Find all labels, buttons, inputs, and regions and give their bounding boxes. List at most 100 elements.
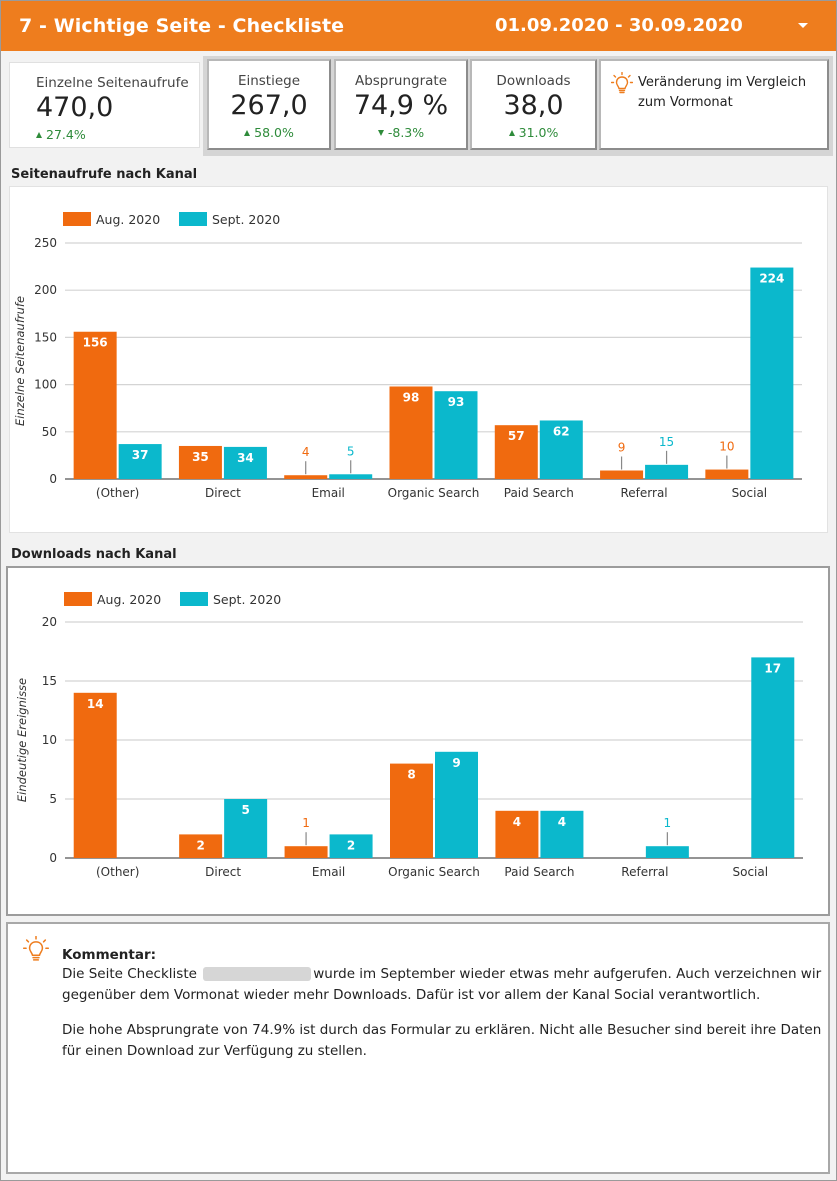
y-tick-label: 150 (34, 330, 57, 344)
data-label: 14 (87, 697, 104, 711)
data-label: 5 (241, 803, 249, 817)
data-label: 156 (83, 336, 108, 350)
x-tick-label: Organic Search (388, 865, 480, 879)
comment-paragraph-2: Die hohe Absprungrate von 74.9% ist durc… (62, 1022, 822, 1059)
bar (223, 446, 267, 479)
arrow-down-icon (377, 129, 384, 136)
y-tick-label: 15 (42, 674, 57, 688)
kpi-change-value: 58.0% (254, 125, 294, 140)
kpi-label: Einzelne Seitenaufrufe (36, 75, 189, 91)
kpi-change-value: -8.3% (387, 125, 425, 140)
data-label: 10 (719, 440, 734, 454)
bar (329, 834, 373, 858)
lightbulb-icon (611, 72, 633, 94)
data-label: 8 (407, 768, 415, 782)
data-label: 62 (553, 424, 570, 438)
bar (434, 391, 478, 479)
legend-label: Sept. 2020 (212, 212, 280, 227)
kpi-value: 74,9 % (353, 90, 449, 121)
y-tick-label: 0 (49, 851, 57, 865)
data-label: 4 (558, 815, 566, 829)
y-tick-label: 250 (34, 236, 57, 250)
data-label: 5 (347, 444, 355, 458)
data-label: 9 (452, 756, 460, 770)
data-label: 224 (759, 272, 784, 286)
data-label: 37 (132, 448, 149, 462)
date-range[interactable]: 01.09.2020 - 30.09.2020 (495, 15, 743, 36)
data-label: 35 (192, 450, 209, 464)
x-tick-label: (Other) (96, 865, 139, 879)
comment-text: Die Seite Checkliste (62, 966, 197, 982)
kpi-value: 38,0 (503, 90, 564, 121)
bar (73, 331, 117, 479)
y-tick-label: 10 (42, 733, 57, 747)
kpi-card-downloads: Downloads 38,0 31.0% (470, 59, 597, 150)
arrow-up-icon (36, 131, 42, 138)
data-label: 2 (347, 838, 355, 852)
kpi-change-value: 31.0% (518, 125, 559, 140)
bar (179, 834, 223, 858)
y-axis-label: Einzelne Seitenaufrufe (13, 296, 27, 426)
data-label: 57 (508, 429, 525, 443)
date-range-dropdown-icon[interactable] (798, 23, 808, 28)
x-tick-label: Paid Search (504, 865, 574, 879)
bar (751, 657, 795, 858)
x-tick-label: Email (312, 486, 345, 500)
kpi-change-value: 27.4% (46, 127, 86, 142)
y-tick-label: 50 (42, 425, 57, 439)
y-tick-label: 200 (34, 283, 57, 297)
bar (178, 445, 222, 479)
arrow-up-icon (244, 129, 251, 136)
bar (705, 469, 749, 479)
data-label: 1 (302, 816, 310, 830)
x-tick-label: Social (732, 486, 768, 500)
chart-panel-pageviews: Aug. 2020 Sept. 2020 0 50 100 150 200 250 Einzel… (9, 186, 828, 533)
kpi-card-pageviews: Einzelne Seitenaufrufe 470,0 27.4% (10, 63, 199, 147)
bar (390, 763, 433, 858)
data-label: 93 (448, 395, 465, 409)
kpi-label: Downloads (496, 73, 571, 89)
x-tick-label: Social (732, 865, 768, 879)
kpi-change: 58.0% (209, 125, 329, 140)
comment-body: Die Seite Checkliste wurde im September … (62, 964, 822, 1076)
bar (224, 799, 268, 858)
bar (73, 692, 117, 858)
page-title: 7 - Wichtige Seite - Checkliste (19, 15, 345, 37)
arrow-up-icon (508, 129, 515, 136)
x-tick-label: Paid Search (504, 486, 574, 500)
x-tick-label: Organic Search (388, 486, 480, 500)
kpi-change: 27.4% (10, 127, 199, 142)
comment-text: wurde im September wieder etwas mehr auf… (62, 966, 822, 1003)
y-tick-label: 100 (34, 378, 57, 392)
legend-label: Aug. 2020 (97, 592, 161, 607)
pageviews-chart: Aug. 2020 Sept. 2020 0 50 100 150 200 250 Einzel… (13, 212, 802, 500)
data-label: 1 (664, 816, 672, 830)
bar (389, 386, 433, 479)
data-label: 98 (403, 390, 420, 404)
hint-text: Veränderung im Vergleich zum Vormonat (638, 75, 807, 110)
bar (750, 267, 794, 479)
y-tick-label: 5 (49, 792, 57, 806)
legend-label: Aug. 2020 (96, 212, 160, 227)
data-label: 9 (618, 441, 626, 455)
legend-label: Sept. 2020 (213, 592, 281, 607)
bar (645, 464, 689, 479)
kpi-label: Einstiege (237, 73, 301, 89)
bar (329, 474, 373, 479)
kpi-label: Absprungrate (354, 73, 448, 89)
data-label: 17 (764, 661, 781, 675)
x-tick-label: Referral (621, 486, 668, 500)
bar (645, 846, 689, 858)
comment-panel: Kommentar: Die Seite Checkliste wurde im… (6, 922, 830, 1174)
y-tick-label: 0 (49, 472, 57, 486)
kpi-hint-card: Veränderung im Vergleich zum Vormonat (599, 59, 829, 150)
bar (284, 475, 328, 479)
x-tick-label: Direct (205, 486, 241, 500)
x-tick-label: (Other) (96, 486, 139, 500)
data-label: 4 (513, 815, 521, 829)
comment-paragraph-1: Die Seite Checkliste wurde im September … (62, 964, 822, 1006)
legend-swatch (64, 592, 92, 606)
legend-swatch (179, 212, 207, 226)
kpi-value: 470,0 (36, 92, 114, 123)
